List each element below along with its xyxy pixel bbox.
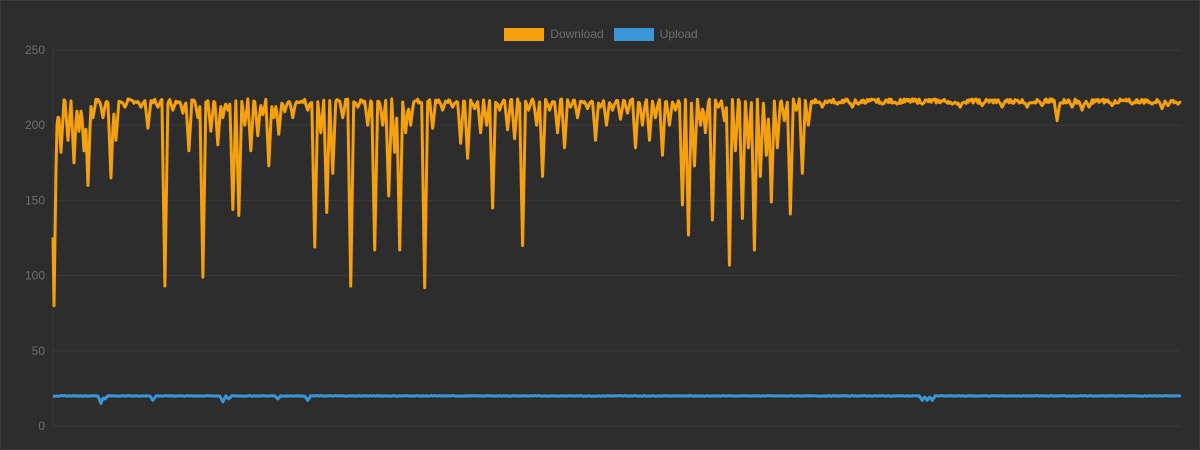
chart-legend: Download Upload xyxy=(1,27,1200,41)
series-line-upload xyxy=(52,394,1182,405)
series-layer xyxy=(51,97,1182,405)
legend-swatch-upload xyxy=(613,27,654,41)
y-axis-ticks: 0 50 100 150 200 250 xyxy=(25,43,45,433)
y-tick-label-250: 250 xyxy=(25,43,45,57)
legend-item-upload[interactable]: Upload xyxy=(613,27,698,41)
grid-layer xyxy=(52,49,1181,427)
y-tick-label-50: 50 xyxy=(32,344,46,358)
legend-label-download: Download xyxy=(550,27,604,41)
y-tick-label-150: 150 xyxy=(25,193,45,207)
y-tick-label-200: 200 xyxy=(25,118,45,132)
y-tick-label-0: 0 xyxy=(38,419,45,433)
y-tick-label-100: 100 xyxy=(25,269,45,283)
legend-item-download[interactable]: Download xyxy=(504,27,604,41)
legend-label-upload: Upload xyxy=(659,27,698,41)
legend-swatch-download xyxy=(504,27,545,41)
series-line-download xyxy=(51,97,1182,308)
